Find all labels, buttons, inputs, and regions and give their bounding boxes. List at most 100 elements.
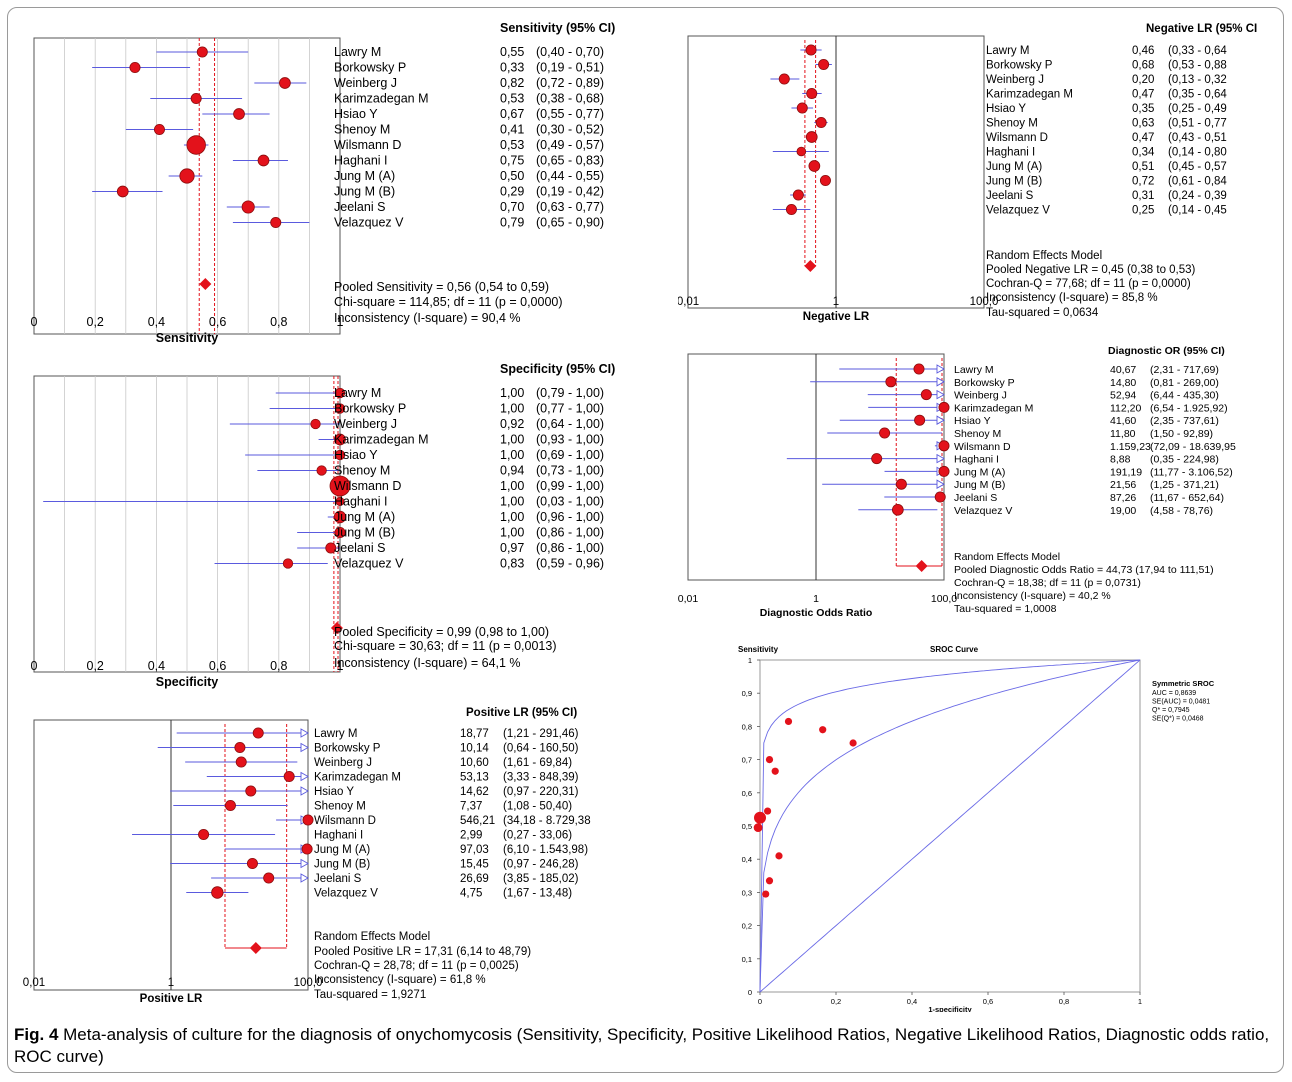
study-ci: (1,61 - 69,84): [503, 757, 572, 769]
study-point: [891, 503, 904, 516]
study-point: [224, 800, 236, 812]
study-estimate: 87,26: [1110, 492, 1136, 504]
study-point: [334, 449, 346, 461]
study-point: [245, 785, 257, 797]
sroc-study-point: [784, 717, 793, 726]
study-ci: (0,59 - 0,96): [536, 557, 604, 571]
study-estimate: 0,68: [1132, 60, 1154, 72]
sroc-curve-diag: [759, 659, 1141, 993]
study-point: [818, 59, 830, 71]
study-ci: (0,64 - 160,50): [503, 743, 579, 755]
sroc-study-point: [849, 739, 857, 747]
summary-line: Inconsistency (I-square) = 85,8 %: [986, 292, 1158, 304]
study-ci: (0,38 - 0,68): [536, 92, 604, 106]
y-tick-label: 0,3: [742, 888, 752, 897]
study-name: Velazquez V: [954, 505, 1012, 517]
study-point: [913, 363, 925, 375]
forest-header: Negative LR (95% CI: [1146, 23, 1257, 35]
sroc-study-point: [765, 756, 774, 764]
study-ci: (0,73 - 1,00): [536, 464, 604, 478]
study-ci: (0,77 - 1,00): [536, 402, 604, 416]
study-estimate: 53,13: [460, 772, 489, 784]
x-tick-label: 0,01: [678, 593, 698, 605]
study-point: [334, 387, 346, 399]
ci-arrow-marker: [936, 415, 945, 425]
study-point: [116, 185, 129, 198]
sroc-stat: SE(AUC) = 0,0481: [1152, 699, 1210, 706]
study-name: Hsiao Y: [314, 786, 354, 798]
sroc-study-point: [771, 767, 779, 775]
y-tick-label: 0,1: [742, 955, 752, 964]
study-point: [334, 433, 346, 446]
study-point: [129, 62, 141, 74]
study-name: Shenoy M: [986, 118, 1038, 130]
x-tick-label: 0,2: [87, 659, 104, 673]
summary-line: Tau-squared = 1,9271: [314, 989, 426, 1001]
study-point: [302, 814, 314, 826]
study-estimate: 546,21: [460, 815, 495, 827]
study-ci: (11,67 - 652,64): [1150, 492, 1224, 504]
study-point: [241, 200, 255, 214]
study-point: [778, 73, 790, 85]
study-point: [283, 771, 295, 783]
study-estimate: 1,00: [500, 510, 524, 524]
x-tick-label: 1: [813, 593, 819, 605]
study-estimate: 0,50: [500, 169, 524, 183]
study-point: [938, 465, 950, 477]
summary-line: Inconsistency (I-square) = 40,2 %: [954, 590, 1111, 602]
sensitivity-forest-plot: Sensitivity (95% CI) Lawry M 0,55 (0,40 - 0…: [31, 21, 616, 345]
study-estimate: 0,92: [500, 417, 524, 431]
study-point: [196, 46, 208, 58]
study-name: Jung M (B): [334, 526, 395, 540]
study-point: [819, 174, 831, 186]
sroc-study-point: [775, 852, 783, 860]
study-point: [329, 475, 351, 497]
ci-arrow-marker: [936, 479, 945, 489]
study-ci: (3,33 - 848,39): [503, 772, 579, 784]
x-tick-label: 0: [31, 315, 38, 329]
summary-line: Cochran-Q = 77,68; df = 11 (p = 0,0000): [986, 278, 1191, 290]
study-name: Velazquez V: [334, 216, 404, 230]
study-name: Weinberg J: [334, 417, 397, 431]
y-tick-label: 0: [748, 988, 752, 997]
study-name: Velazquez V: [314, 888, 378, 900]
summary-line: Pooled Diagnostic Odds Ratio = 44,73 (17…: [954, 564, 1214, 576]
study-name: Wilsmann D: [334, 479, 401, 493]
negative-lr-forest-plot: Negative LR (95% CI Lawry M 0,46 (0,33 - 0,…: [678, 23, 1257, 323]
study-name: Wilsmann D: [334, 138, 401, 152]
study-estimate: 10,14: [460, 743, 489, 755]
pooled-diamond: [199, 278, 212, 290]
study-point: [186, 135, 206, 155]
study-name: Wilsmann D: [986, 132, 1048, 144]
study-ci: (0,30 - 0,52): [536, 123, 604, 137]
study-ci: (0,14 - 0,80: [1168, 147, 1227, 159]
study-ci: (0,65 - 0,83): [536, 154, 604, 168]
study-ci: (0,13 - 0,32: [1168, 74, 1227, 86]
study-estimate: 1,00: [500, 386, 524, 400]
y-tick-label: 0,7: [742, 756, 752, 765]
study-name: Lawry M: [334, 45, 381, 59]
study-name: Borkowsky P: [954, 377, 1015, 389]
x-tick-label: 0,8: [1059, 997, 1069, 1006]
study-estimate: 18,77: [460, 728, 489, 740]
summary-line: Cochran-Q = 18,38; df = 11 (p = 0,0731): [954, 577, 1141, 589]
study-estimate: 19,00: [1110, 505, 1136, 517]
study-name: Jung M (B): [954, 479, 1005, 491]
y-tick-label: 0,5: [742, 822, 752, 831]
study-ci: (6,54 - 1.925,92): [1150, 402, 1228, 414]
forest-header: Diagnostic OR (95% CI): [1108, 345, 1225, 357]
study-name: Jeelani S: [954, 492, 997, 504]
summary-line: Inconsistency (I-square) = 90,4 %: [334, 311, 521, 325]
study-estimate: 26,69: [460, 873, 489, 885]
figure-caption-text: Meta-analysis of culture for the diagnos…: [14, 1025, 1270, 1066]
study-point: [211, 886, 224, 899]
study-name: Hsiao Y: [954, 415, 991, 427]
x-tick-label: 0,4: [148, 659, 165, 673]
study-point: [179, 168, 195, 184]
study-estimate: 14,62: [460, 786, 489, 798]
study-point: [805, 44, 817, 56]
study-estimate: 0,29: [500, 185, 524, 199]
x-tick-label: 1: [337, 659, 344, 673]
study-estimate: 15,45: [460, 859, 489, 871]
study-name: Jung M (A): [334, 169, 395, 183]
